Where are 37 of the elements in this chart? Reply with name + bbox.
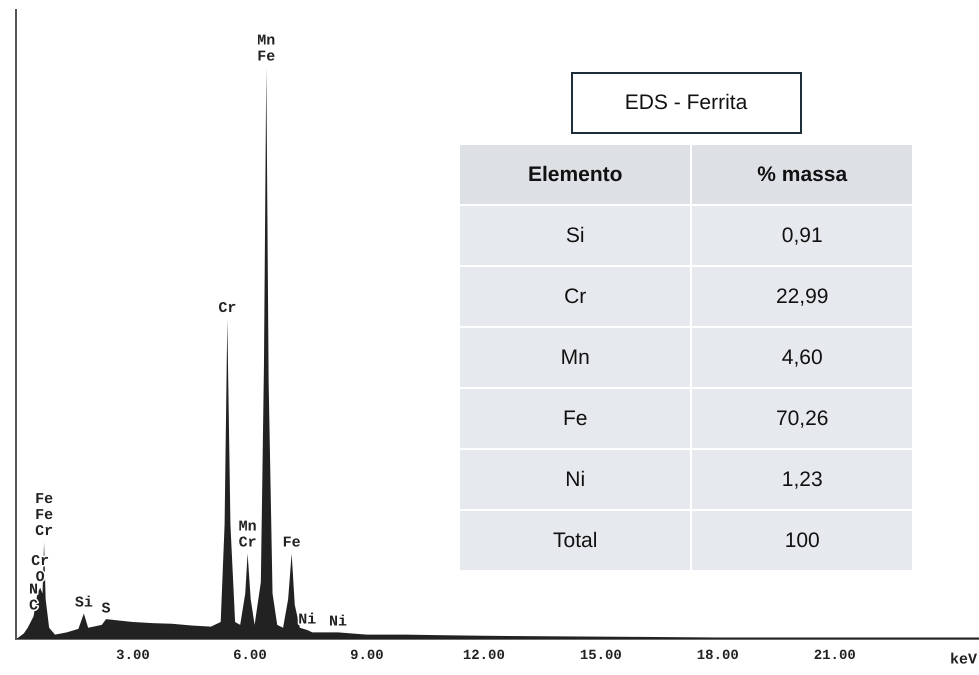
category-label: Ni [459, 449, 692, 510]
annotation: Cr [238, 534, 257, 552]
x-tick-label: 15.00 [580, 648, 622, 664]
annotation: Ni [298, 611, 316, 628]
annotation: Mn [257, 32, 276, 50]
annotation: S [102, 600, 111, 618]
text: Elemento [459, 144, 692, 205]
annotation: Cr [35, 523, 54, 540]
x-tick-label: 9.00 [350, 648, 384, 664]
x-tick-label: 3.00 [116, 648, 150, 664]
data-label: 22,99 [691, 266, 913, 327]
x-tick-label: 18.00 [696, 648, 739, 664]
annotation: Cr [218, 300, 236, 318]
annotation: Fe [282, 534, 301, 552]
data-label: 4,60 [691, 327, 913, 388]
x-axis-title: keV [950, 651, 977, 668]
category-label: Mn [459, 327, 692, 388]
category-label: Total [459, 510, 692, 571]
annotation: Fe [257, 48, 276, 66]
annotation: Fe [35, 491, 54, 508]
x-tick-label: 12.00 [462, 648, 505, 664]
category-label: Fe [459, 388, 692, 449]
data-label: 0,91 [691, 205, 913, 266]
annotation: Ni [329, 614, 348, 631]
data-label: 70,26 [691, 388, 913, 449]
text: EDS - Ferrita [570, 72, 802, 134]
x-tick-label: 21.00 [814, 648, 856, 664]
data-label: 1,23 [691, 449, 913, 510]
annotation: Mn [238, 518, 257, 536]
annotation: N [29, 582, 38, 599]
category-label: Si [459, 205, 692, 266]
annotation: Si [74, 594, 93, 612]
x-tick-label: 6.00 [233, 648, 267, 664]
category-label: Cr [459, 266, 692, 327]
annotation: Fe [35, 507, 54, 524]
text: % massa [691, 144, 913, 205]
data-label: 100 [691, 510, 913, 571]
